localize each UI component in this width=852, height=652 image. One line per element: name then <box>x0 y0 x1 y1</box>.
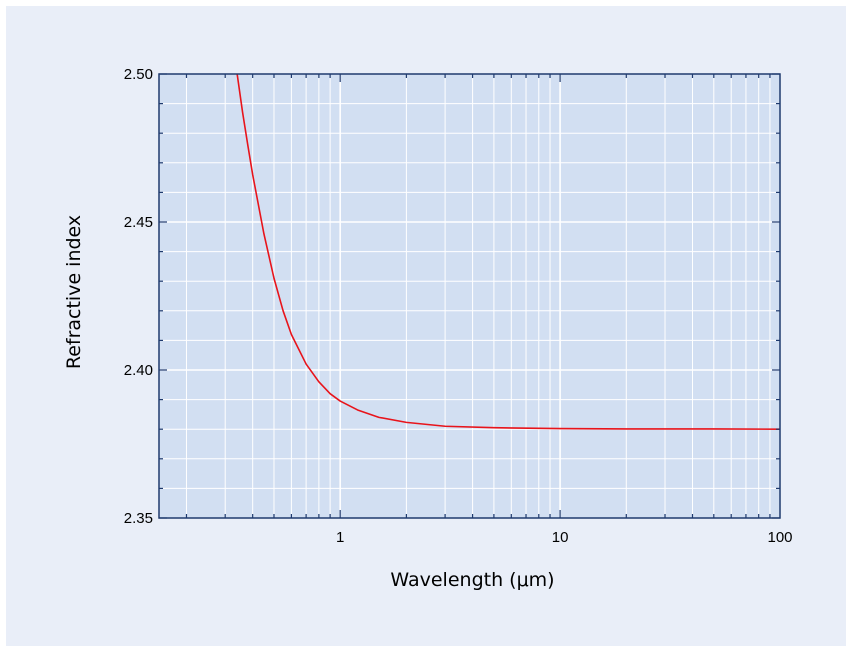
y-tick-label: 2.45 <box>124 214 153 231</box>
plot-area <box>159 74 780 518</box>
axes <box>158 73 781 519</box>
x-tick-label: 1 <box>336 529 344 546</box>
refractive-index-chart: 1 10 100 2.35 2.40 2.45 2.50 Wavelength (μm) R… <box>63 66 793 591</box>
chart-card: 1 10 100 2.35 2.40 2.45 2.50 Wavelength (μm) R… <box>6 6 846 646</box>
y-tick-label: 2.40 <box>124 362 153 379</box>
x-axis-title: Wavelength (μm) <box>390 569 554 591</box>
tick-labels: 1 10 100 2.35 2.40 2.45 2.50 <box>124 66 793 546</box>
y-tick-label: 2.35 <box>124 510 153 527</box>
series-layer <box>236 73 781 431</box>
grid-lines <box>159 74 780 518</box>
series-line <box>236 73 781 431</box>
y-axis-title: Refractive index <box>63 215 85 369</box>
x-tick-label: 100 <box>767 529 792 546</box>
plot-frame <box>158 73 781 519</box>
x-tick-label: 10 <box>552 529 569 546</box>
y-tick-label: 2.50 <box>124 66 153 83</box>
